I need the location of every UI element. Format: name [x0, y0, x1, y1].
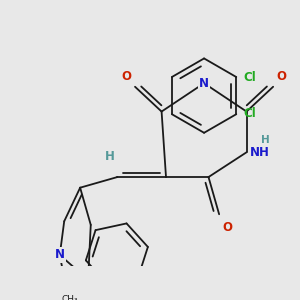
- Text: Cl: Cl: [243, 107, 256, 120]
- Text: NH: NH: [250, 146, 270, 159]
- Text: O: O: [277, 70, 287, 83]
- Text: O: O: [122, 70, 131, 83]
- Text: N: N: [199, 77, 209, 90]
- Text: CH₃: CH₃: [61, 295, 78, 300]
- Text: H: H: [261, 135, 269, 145]
- Text: Cl: Cl: [243, 70, 256, 83]
- Text: O: O: [223, 221, 233, 234]
- Text: N: N: [55, 248, 65, 262]
- Text: H: H: [105, 150, 115, 163]
